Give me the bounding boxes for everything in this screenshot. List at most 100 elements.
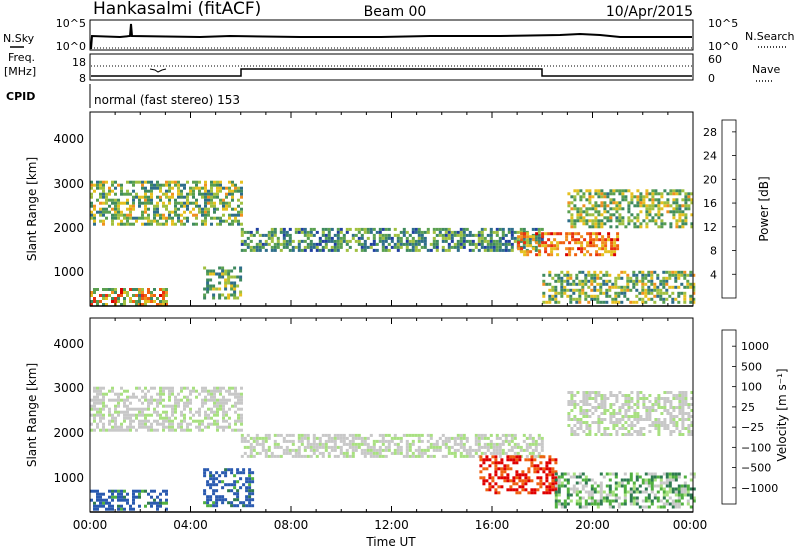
echo-cell <box>153 186 156 190</box>
echo-cell <box>678 397 682 400</box>
echo-cell <box>687 195 691 199</box>
echo-cell <box>96 489 99 493</box>
echo-cell <box>632 490 636 494</box>
echo-cell <box>288 433 292 437</box>
echo-cell <box>366 442 370 446</box>
echo-cell <box>663 397 667 400</box>
echo-cell <box>569 487 573 491</box>
echo-cell <box>594 204 598 208</box>
echo-cell <box>339 436 343 440</box>
echo-cell <box>195 180 198 184</box>
echo-cell <box>117 425 120 429</box>
echo-cell <box>554 472 558 476</box>
echo-cell <box>507 439 511 443</box>
echo-cell <box>227 296 231 300</box>
echo-cell <box>228 201 231 205</box>
echo-cell <box>612 421 616 424</box>
echo-cell <box>114 216 117 220</box>
echo-cell <box>662 285 666 289</box>
echo-cell <box>489 245 493 249</box>
echo-cell <box>348 439 352 443</box>
echo-cell <box>327 454 331 458</box>
echo-cell <box>599 493 603 497</box>
echo-cell <box>459 436 463 440</box>
echo-cell <box>650 487 654 491</box>
echo-cell <box>632 496 636 500</box>
echo-cell <box>465 239 469 243</box>
echo-cell <box>405 242 409 246</box>
echo-cell <box>96 422 99 426</box>
echo-cell <box>138 195 141 199</box>
echo-cell <box>405 239 409 243</box>
echo-cell <box>239 471 243 475</box>
echo-cell <box>560 475 564 479</box>
echo-cell <box>233 483 237 487</box>
echo-cell <box>156 201 159 205</box>
echo-cell <box>227 483 231 487</box>
echo-cell <box>513 445 517 449</box>
echo-cell <box>557 300 561 304</box>
echo-cell <box>219 398 222 402</box>
echo-cell <box>279 230 283 234</box>
echo-cell <box>203 492 207 496</box>
echo-cell <box>468 451 472 455</box>
echo-cell <box>580 244 584 248</box>
echo-cell <box>156 210 159 214</box>
echo-cell <box>117 410 120 414</box>
echo-cell <box>207 195 210 199</box>
echo-cell <box>174 404 177 408</box>
echo-cell <box>554 490 558 494</box>
echo-cell <box>225 401 228 405</box>
echo-cell <box>228 407 231 411</box>
echo-cell <box>494 464 498 468</box>
echo-cell <box>636 198 640 202</box>
echo-cell <box>345 448 349 452</box>
echo-cell <box>222 404 225 408</box>
echo-cell <box>639 210 643 214</box>
echo-cell <box>221 272 225 276</box>
echo-cell <box>333 433 337 437</box>
echo-cell <box>580 235 584 239</box>
echo-cell <box>233 492 237 496</box>
echo-cell <box>536 470 540 474</box>
echo-cell <box>656 291 660 295</box>
echo-cell <box>656 475 660 479</box>
echo-cell <box>180 389 183 393</box>
echo-cell <box>171 389 174 393</box>
echo-cell <box>489 433 493 437</box>
echo-cell <box>234 422 237 426</box>
echo-cell <box>224 281 228 285</box>
echo-cell <box>548 300 552 304</box>
echo-cell <box>218 275 222 279</box>
echo-cell <box>498 239 502 243</box>
echo-cell <box>638 475 642 479</box>
echo-cell <box>132 407 135 411</box>
echo-cell <box>192 389 195 393</box>
echo-cell <box>605 294 609 298</box>
echo-cell <box>93 389 96 393</box>
echo-cell <box>633 424 637 427</box>
echo-cell <box>441 239 445 243</box>
freq-label-line1: Freq. <box>8 51 35 64</box>
echo-cell <box>653 484 657 488</box>
echo-cell <box>183 186 186 190</box>
echo-cell <box>126 425 129 429</box>
echo-cell <box>585 189 589 193</box>
echo-cell <box>186 216 189 220</box>
echo-cell <box>627 201 631 205</box>
echo-cell <box>321 248 325 252</box>
echo-cell <box>553 238 557 242</box>
echo-cell <box>189 410 192 414</box>
echo-cell <box>147 195 150 199</box>
echo-cell <box>585 394 589 397</box>
echo-cell <box>162 416 165 420</box>
echo-cell <box>582 222 586 226</box>
echo-cell <box>144 413 147 417</box>
echo-cell <box>162 489 165 493</box>
echo-cell <box>689 478 693 482</box>
echo-cell <box>411 227 415 231</box>
echo-cell <box>108 501 111 505</box>
echo-cell <box>639 415 643 418</box>
echo-cell <box>675 415 679 418</box>
echo-cell <box>363 442 367 446</box>
